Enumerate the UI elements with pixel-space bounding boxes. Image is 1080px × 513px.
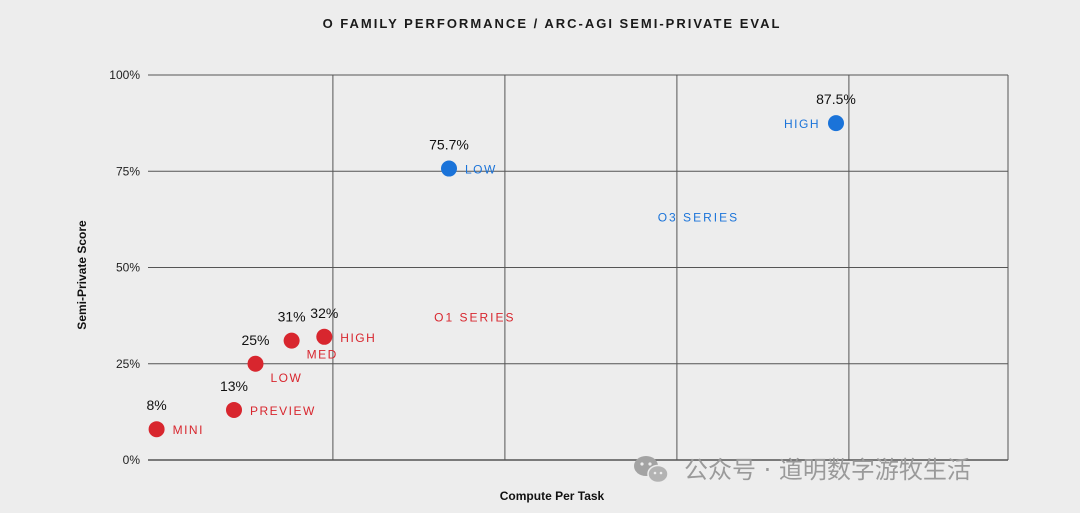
- o1-series-high-value-label: 32%: [310, 305, 338, 321]
- o3-series-low-name-label: LOW: [465, 163, 497, 177]
- o1-series-label: O1 SERIES: [434, 311, 515, 325]
- y-tick-label: 100%: [109, 68, 140, 82]
- o1-series-low-value-label: 25%: [241, 332, 269, 348]
- o3-series-high-value-label: 87.5%: [816, 91, 856, 107]
- data-marks: O1 SERIES 8% MINI 13%PREVIEW 25% LOW 31% MED 32%…: [146, 91, 856, 438]
- o1-series-preview-point: [226, 401, 242, 418]
- watermark-text: 公众号 · 道明数字游牧生活: [684, 456, 971, 484]
- o1-series-med-name-label: MED: [307, 348, 338, 362]
- grid: [148, 74, 1009, 461]
- o3-series-high-point: [828, 115, 844, 132]
- o1-series-preview-name-label: PREVIEW: [250, 404, 316, 418]
- o1-series-mini-point: [148, 421, 165, 438]
- o1-series-med-value-label: 31%: [278, 309, 306, 325]
- o1-series-high-point: [316, 328, 333, 345]
- watermark: 公众号 · 道明数字游牧生活: [634, 456, 971, 484]
- o1-series-med-point: [283, 332, 300, 349]
- o1-series-low-name-label: LOW: [271, 371, 303, 385]
- chart-title: O FAMILY PERFORMANCE / ARC-AGI SEMI-PRIV…: [323, 16, 782, 31]
- y-tick-label: 0%: [123, 453, 141, 467]
- o1-series-mini-name-label: MINI: [173, 423, 204, 437]
- y-tick-label: 75%: [116, 164, 140, 178]
- o1-series-preview-value-label: 13%: [220, 378, 248, 394]
- x-axis-label: Compute Per Task: [500, 489, 605, 503]
- o1-series-mini-value-label: 8%: [146, 397, 166, 413]
- y-tick-label: 25%: [116, 357, 140, 371]
- y-tick-labels: 0% 25% 50% 75% 100%: [109, 68, 140, 467]
- y-tick-label: 50%: [116, 261, 140, 275]
- y-axis-label: Semi-Private Score: [75, 220, 89, 330]
- o3-series-high-name-label: HIGH: [784, 117, 820, 131]
- o1-series-high-name-label: HIGH: [340, 331, 376, 345]
- o3-series-low-value-label: 75.7%: [429, 137, 469, 153]
- wechat-icon: [634, 456, 669, 484]
- o3-series-label: O3 SERIES: [658, 210, 739, 224]
- o3-series-low-point: [441, 160, 457, 177]
- o1-series-low-point: [247, 355, 264, 372]
